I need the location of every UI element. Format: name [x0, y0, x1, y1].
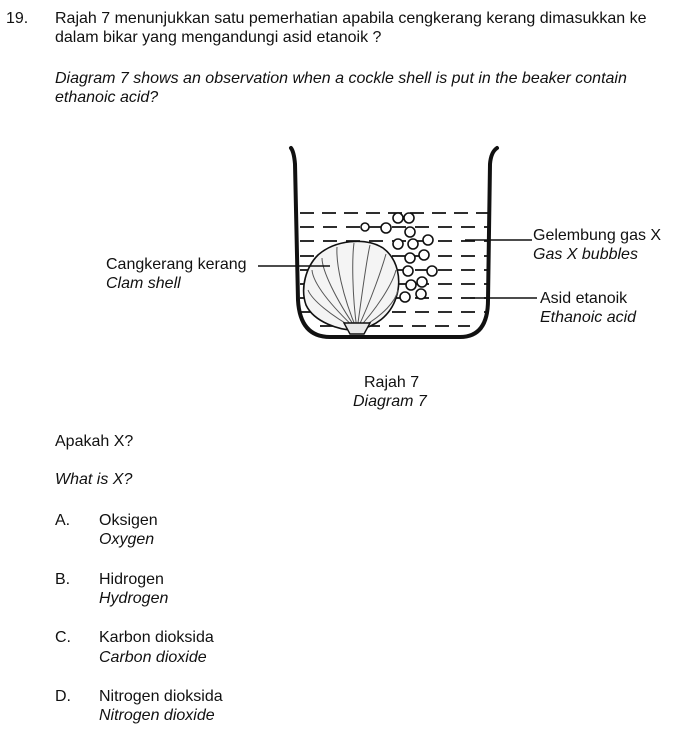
option-text-malay: Nitrogen dioksida	[99, 688, 223, 705]
question-stem-english-line2: ethanoic acid?	[55, 89, 159, 106]
option-letter: C.	[55, 629, 71, 646]
question-number: 19.	[6, 10, 29, 27]
label-gas-malay: Gelembung gas X	[533, 227, 662, 244]
gas-bubbles	[360, 212, 438, 303]
question-stem-malay-line1: Rajah 7 menunjukkan satu pemerhatian apa…	[55, 10, 647, 27]
label-gas-english: Gas X bubbles	[533, 246, 638, 263]
question-stem-english-line1: Diagram 7 shows an observation when a co…	[55, 70, 627, 87]
option-text-malay: Hidrogen	[99, 571, 164, 588]
option-text-malay: Oksigen	[99, 512, 158, 529]
label-pointers	[258, 239, 537, 299]
option-text-english: Oxygen	[99, 531, 155, 548]
label-shell-english: Clam shell	[106, 275, 181, 292]
option-text-english: Nitrogen dioxide	[99, 707, 215, 724]
label-shell-malay: Cangkerang kerang	[106, 256, 247, 273]
beaker-outline	[289, 146, 499, 339]
diagram-caption-malay: Rajah 7	[364, 374, 420, 391]
option-letter: D.	[55, 688, 71, 705]
option-letter: A.	[55, 512, 71, 529]
diagram-caption-english: Diagram 7	[353, 393, 427, 410]
label-acid-english: Ethanoic acid	[540, 309, 637, 326]
option-text-english: Carbon dioxide	[99, 649, 207, 666]
label-acid-malay: Asid etanoik	[540, 290, 628, 307]
clam-shell	[302, 240, 400, 335]
question-stem-malay-line2: dalam bikar yang mengandungi asid etanoi…	[55, 29, 382, 46]
option-letter: B.	[55, 571, 71, 588]
option-text-malay: Karbon dioksida	[99, 629, 214, 646]
option-text-english: Hydrogen	[99, 590, 169, 607]
prompt-malay: Apakah X?	[55, 433, 134, 450]
prompt-english: What is X?	[55, 471, 133, 488]
